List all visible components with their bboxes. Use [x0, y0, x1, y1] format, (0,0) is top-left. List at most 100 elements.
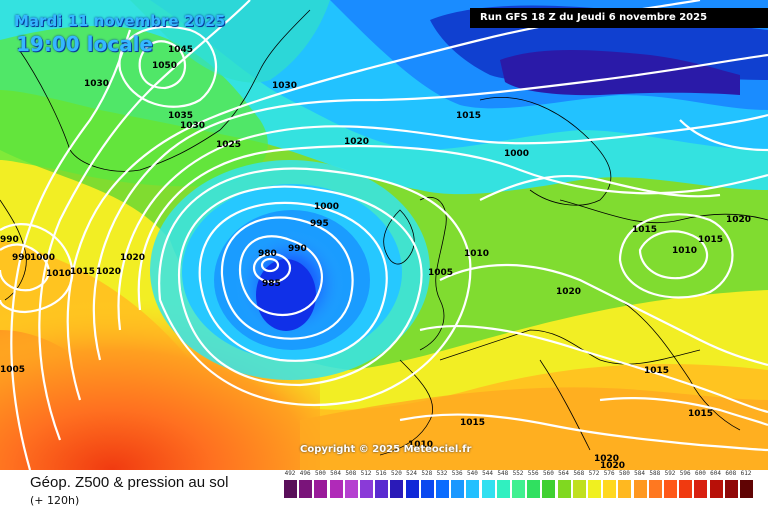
chart-title: Géop. Z500 & pression au sol [30, 474, 229, 491]
legend-level: 588 [649, 470, 661, 477]
forecast-offset: (+ 120h) [30, 494, 80, 507]
legend-level: 524 [406, 470, 418, 477]
isobar-label: 990 [12, 253, 31, 263]
isobar-label: 1015 [698, 235, 723, 245]
legend-level: 520 [390, 470, 402, 477]
south-orange [300, 387, 768, 470]
isobar-label: 1010 [672, 246, 697, 256]
legend-level: 600 [694, 470, 706, 477]
legend-level: 532 [436, 470, 448, 477]
isobar-label: 1000 [314, 202, 339, 212]
forecast-date: Mardi 11 novembre 2025 [14, 12, 226, 30]
legend-swatch [329, 480, 343, 498]
legend-swatch [284, 480, 297, 498]
isobar-label: 1035 [168, 111, 193, 121]
legend-level: 496 [299, 470, 311, 477]
legend-level: 548 [497, 470, 509, 477]
legend-swatch [405, 480, 419, 498]
isobar-label: 1020 [344, 137, 369, 147]
isobar-label: 990 [288, 244, 307, 254]
isobar-label: 1015 [632, 225, 657, 235]
model-run-banner: Run GFS 18 Z du Jeudi 6 novembre 2025 [470, 8, 768, 28]
legend-swatch [420, 480, 434, 498]
isobar-label: 1015 [460, 418, 485, 428]
isobar-label: 1020 [96, 267, 121, 277]
legend-level: 504 [330, 470, 342, 477]
legend-level: 560 [542, 470, 554, 477]
legend-swatch [694, 480, 708, 498]
legend-swatch [466, 480, 480, 498]
legend-level: 536 [451, 470, 463, 477]
legend-swatch [436, 480, 449, 498]
legend-swatch [375, 480, 389, 498]
legend-level: 568 [573, 470, 585, 477]
weather-map: 1045 1050 1030 1035 1030 1030 1025 1020 … [0, 0, 768, 470]
legend-swatch [496, 480, 510, 498]
legend-level: 540 [466, 470, 478, 477]
isobar-label: 1020 [120, 253, 145, 263]
isobar-label: 1030 [180, 121, 205, 131]
legend-swatch [633, 480, 647, 498]
isobar-label: 1010 [408, 440, 433, 450]
isobars [0, 0, 768, 470]
legend-level: 572 [588, 470, 600, 477]
isobar-label: 990 [0, 235, 19, 245]
legend-level: 552 [512, 470, 524, 477]
isobar-label: 1020 [556, 287, 581, 297]
legend-swatch [664, 480, 677, 498]
isobar-label: 1025 [216, 140, 241, 150]
legend-swatch [481, 480, 495, 498]
legend-level: 556 [527, 470, 539, 477]
legend-level: 516 [375, 470, 387, 477]
isobar-label: 1045 [168, 45, 193, 55]
legend-swatch [709, 480, 723, 498]
legend-swatch [527, 480, 541, 498]
isobar-label: 1020 [600, 461, 625, 470]
isobar-label: 1000 [504, 149, 529, 159]
legend-level: 608 [725, 470, 737, 477]
isobar-label: 1015 [456, 111, 481, 121]
isobar-label: 1020 [726, 215, 751, 225]
isobar-label: 1015 [644, 366, 669, 376]
isobar-label: 1030 [84, 79, 109, 89]
legend-swatch [588, 480, 601, 498]
coastlines [0, 9, 768, 456]
legend-swatch [557, 480, 571, 498]
legend-level: 492 [284, 470, 296, 477]
legend-level: 564 [558, 470, 570, 477]
legend-level: 508 [345, 470, 357, 477]
isobar-label: 1015 [70, 267, 95, 277]
legend-level: 544 [482, 470, 494, 477]
legend-swatch [314, 480, 328, 498]
legend-level: 500 [314, 470, 326, 477]
isobar-label: 1010 [464, 249, 489, 259]
legend-swatch [512, 480, 525, 498]
local-time: 19:00 locale [16, 32, 153, 56]
isobar-label: 1000 [30, 253, 55, 263]
legend-level: 592 [664, 470, 676, 477]
legend-level: 512 [360, 470, 372, 477]
footer: Géop. Z500 & pression au sol (+ 120h) 49… [0, 470, 768, 512]
legend-swatch [451, 480, 465, 498]
isobar-label: 985 [262, 279, 281, 289]
isobar-label: 1010 [46, 269, 71, 279]
legend-swatch [390, 480, 404, 498]
isobar-label: 1050 [152, 61, 177, 71]
legend-level: 612 [740, 470, 752, 477]
legend-swatch [542, 480, 556, 498]
legend-level: 584 [634, 470, 646, 477]
pressure-labels: 1045 1050 1030 1035 1030 1030 1025 1020 … [0, 45, 751, 470]
cyan-high [130, 0, 330, 83]
legend-labels: 492 496 500 504 508 512 516 520 524 528 532 536 540 5… [284, 470, 754, 480]
legend-swatch [603, 480, 617, 498]
isobar-label: 1020 [594, 454, 619, 464]
legend-swatch [618, 480, 632, 498]
copyright: Copyright © 2025 Meteociel.fr [300, 444, 472, 455]
isobar-label: 1015 [688, 409, 713, 419]
legend-swatch [648, 480, 662, 498]
legend-level: 604 [710, 470, 722, 477]
isobar-label: 1005 [428, 268, 453, 278]
isobar-label: 980 [258, 249, 277, 259]
legend-level: 528 [421, 470, 433, 477]
